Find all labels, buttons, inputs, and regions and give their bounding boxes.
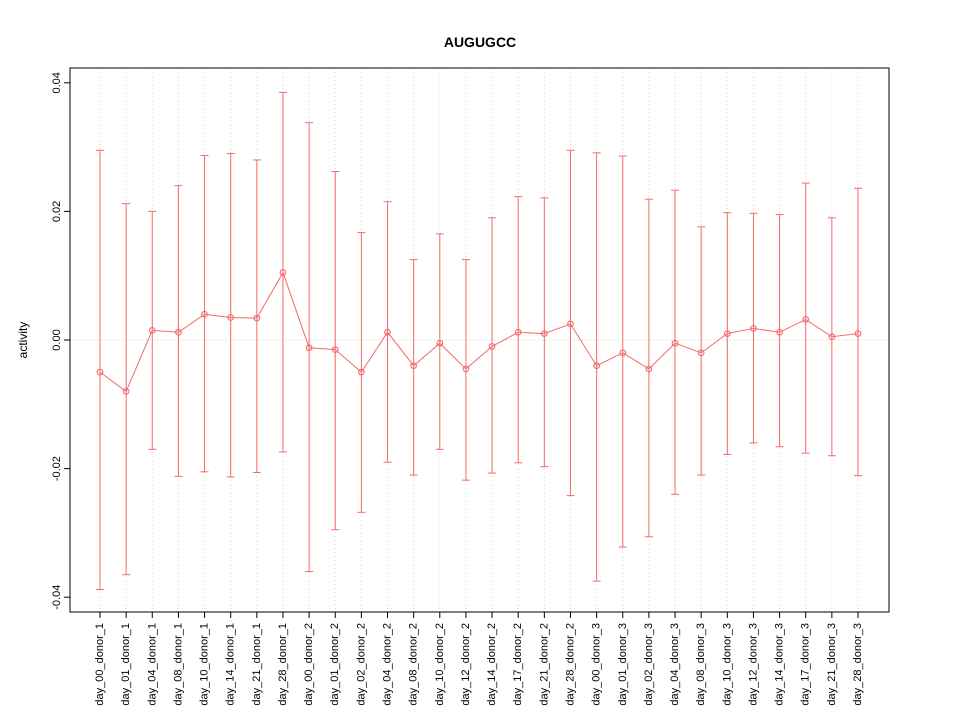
data-point: [462, 365, 470, 373]
data-point: [593, 362, 600, 370]
x-tick-label: day_14_donor_1: [225, 623, 237, 706]
x-tick-label: day_28_donor_3: [852, 623, 864, 706]
data-point: [514, 328, 522, 336]
x-tick-label: day_14_donor_3: [774, 623, 786, 706]
data-point: [723, 330, 731, 337]
data-point: [148, 327, 156, 334]
data-point: [175, 328, 182, 336]
x-tick-label: day_14_donor_2: [486, 623, 498, 706]
y-tick-label: 0.04: [51, 72, 63, 93]
x-tick-label: day_12_donor_2: [460, 623, 472, 706]
x-tick-label: day_21_donor_3: [826, 623, 838, 706]
x-tick-label: day_10_donor_2: [434, 623, 446, 706]
x-tick-label: day_04_donor_3: [669, 623, 681, 706]
y-tick-label: -0.02: [51, 456, 63, 481]
data-point: [227, 314, 235, 321]
data-point: [802, 316, 810, 323]
data-point: [828, 333, 836, 341]
data-point: [122, 388, 130, 395]
x-tick-label: day_08_donor_1: [172, 623, 184, 706]
x-tick-label: day_00_donor_3: [591, 623, 603, 706]
data-point: [305, 344, 313, 352]
y-axis-label: activity: [16, 322, 30, 359]
data-point: [201, 310, 208, 318]
y-tick-label: 0.00: [51, 329, 63, 350]
y-tick-label: 0.02: [51, 201, 63, 222]
data-point: [540, 330, 548, 337]
x-tick-label: day_04_donor_2: [382, 623, 394, 706]
data-point: [619, 349, 627, 357]
data-point: [671, 339, 679, 347]
plot-area: -0.04 -0.02 0.00 0.02 0.04 day_00_donor_1 day_…: [51, 67, 890, 706]
x-tick-label: day_21_donor_1: [251, 623, 263, 706]
x-tick-label: day_08_donor_3: [695, 623, 707, 706]
data-point: [358, 368, 365, 376]
y-tick-label: -0.04: [51, 585, 63, 610]
x-tick-label: day_17_donor_3: [800, 623, 812, 706]
x-tick-label: day_04_donor_1: [146, 623, 158, 706]
x-tick-label: day_10_donor_1: [199, 623, 211, 706]
x-tick-label: day_02_donor_3: [643, 623, 655, 706]
data-point: [253, 314, 261, 322]
x-tick-label: day_17_donor_2: [512, 623, 524, 706]
data-point: [645, 365, 653, 373]
data-point: [436, 339, 444, 347]
x-tick-label: day_12_donor_3: [747, 623, 759, 706]
x-tick-label: day_00_donor_1: [94, 623, 106, 706]
data-point: [96, 368, 104, 376]
data-point: [854, 330, 862, 337]
x-tick-label: day_01_donor_1: [120, 623, 132, 706]
x-tick-label: day_28_donor_1: [277, 623, 289, 706]
data-point: [384, 328, 391, 336]
series-line: [99, 271, 859, 393]
x-tick-label: day_01_donor_2: [329, 623, 341, 706]
data-point: [750, 325, 757, 332]
data-point: [488, 343, 496, 350]
x-tick-label: day_10_donor_3: [721, 623, 733, 706]
data-point: [697, 349, 705, 357]
x-tick-label: day_01_donor_3: [617, 623, 629, 706]
x-tick-label: day_21_donor_2: [538, 623, 550, 706]
data-point: [279, 269, 287, 276]
x-tick-label: day_08_donor_2: [408, 623, 420, 706]
data-point: [410, 362, 418, 370]
data-point: [331, 346, 339, 353]
x-tick-label: day_28_donor_2: [564, 623, 576, 706]
chart-title: AUGUGCC: [444, 34, 516, 50]
x-tick-label: day_00_donor_2: [303, 623, 315, 706]
data-point: [776, 328, 783, 336]
data-point: [567, 320, 574, 328]
x-tick-label: day_02_donor_2: [355, 623, 367, 706]
